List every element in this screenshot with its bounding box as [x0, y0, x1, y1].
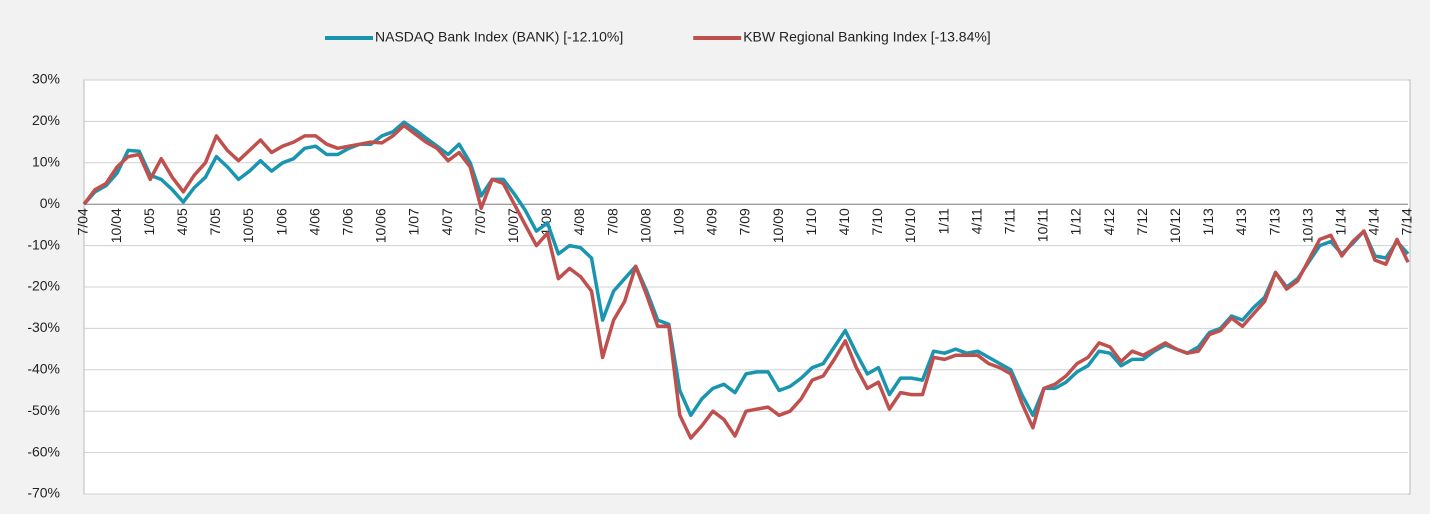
- x-tick-label: 7/10: [869, 208, 885, 235]
- x-tick-label: 1/13: [1200, 208, 1216, 235]
- y-tick-label: -50%: [27, 402, 60, 418]
- x-tick-label: 4/11: [968, 208, 984, 234]
- x-tick-label: 1/10: [803, 208, 819, 235]
- x-tick-label: 7/04: [75, 208, 91, 235]
- x-tick-label: 1/07: [406, 208, 422, 235]
- x-tick-label: 10/08: [637, 208, 653, 243]
- x-tick-label: 7/12: [1134, 208, 1150, 235]
- x-tick-label: 1/14: [1333, 208, 1349, 235]
- x-tick-label: 4/07: [439, 208, 455, 235]
- x-tick-label: 4/13: [1233, 208, 1249, 235]
- x-tick-label: 10/11: [1035, 208, 1051, 242]
- legend-label: KBW Regional Banking Index [-13.84%]: [743, 29, 990, 45]
- x-tick-label: 1/12: [1068, 208, 1084, 235]
- x-tick-label: 10/13: [1299, 208, 1315, 243]
- x-tick-label: 10/12: [1167, 208, 1183, 243]
- x-tick-label: 7/09: [737, 208, 753, 235]
- x-tick-label: 10/06: [373, 208, 389, 243]
- y-tick-label: 30%: [32, 71, 60, 87]
- x-tick-label: 7/08: [604, 208, 620, 235]
- x-tick-label: 7/06: [340, 208, 356, 235]
- series-line: [82, 123, 1410, 440]
- legend-label: NASDAQ Bank Index (BANK) [-12.10%]: [375, 29, 623, 45]
- x-tick-label: 7/05: [207, 208, 223, 235]
- y-tick-label: 10%: [32, 154, 60, 170]
- x-tick-label: 10/07: [505, 208, 521, 243]
- x-tick-label: 4/14: [1366, 208, 1382, 235]
- x-tick-label: 7/13: [1266, 208, 1282, 235]
- x-tick-label: 10/04: [108, 208, 124, 243]
- x-tick-label: 4/12: [1101, 208, 1117, 235]
- x-tick-label: 1/05: [141, 208, 157, 235]
- y-tick-label: -60%: [27, 443, 60, 459]
- x-tick-label: 4/05: [174, 208, 190, 235]
- y-tick-label: -20%: [27, 278, 60, 294]
- x-tick-label: 4/08: [571, 208, 587, 235]
- x-tick-label: 7/11: [1002, 208, 1018, 234]
- x-tick-label: 1/11: [935, 208, 951, 234]
- x-tick-label: 10/09: [770, 208, 786, 243]
- y-tick-label: -10%: [27, 236, 60, 252]
- x-tick-label: 1/09: [671, 208, 687, 235]
- x-tick-label: 4/10: [836, 208, 852, 235]
- y-tick-label: -70%: [27, 485, 60, 501]
- y-tick-label: 0%: [40, 195, 60, 211]
- x-tick-label: 1/06: [273, 208, 289, 235]
- x-tick-label: 4/06: [306, 208, 322, 235]
- y-tick-label: -40%: [27, 361, 60, 377]
- x-tick-label: 4/09: [704, 208, 720, 235]
- y-tick-label: -30%: [27, 319, 60, 335]
- x-tick-label: 7/07: [472, 208, 488, 235]
- x-tick-label: 10/05: [240, 208, 256, 243]
- x-tick-label: 10/10: [902, 208, 918, 243]
- x-tick-label: 7/14: [1399, 208, 1415, 235]
- y-tick-label: 20%: [32, 112, 60, 128]
